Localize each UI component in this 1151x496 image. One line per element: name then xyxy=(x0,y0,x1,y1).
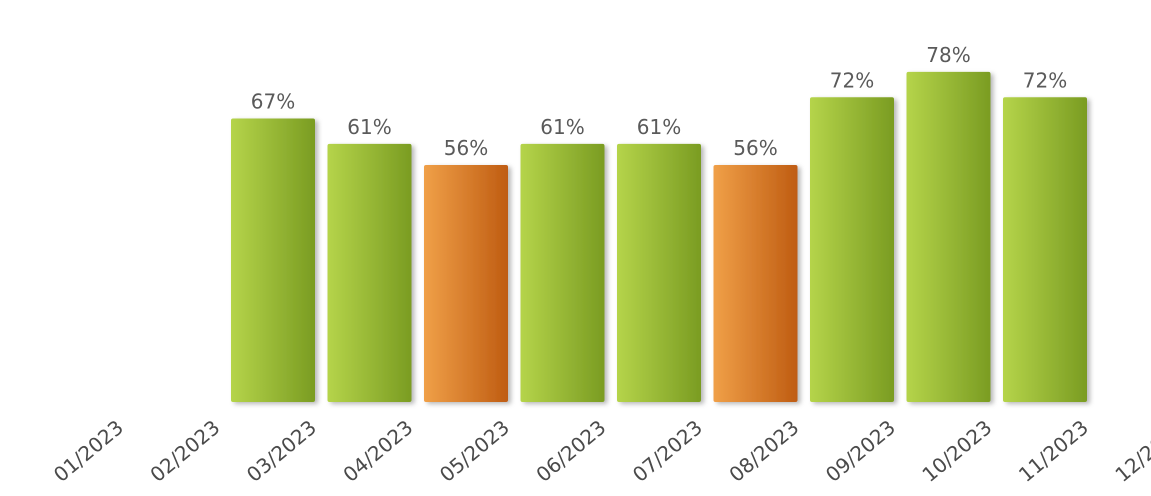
value-label-06-2023: 61% xyxy=(540,115,584,139)
value-labels-group: 67% 61% 56% 61% 61% 56% 72% 78% 72% xyxy=(251,43,1067,160)
value-label-11-2023: 72% xyxy=(1023,68,1067,92)
bar-06-2023 xyxy=(520,143,605,402)
value-label-05-2023: 56% xyxy=(444,136,488,160)
bar-08-2023 xyxy=(713,165,798,402)
value-label-07-2023: 61% xyxy=(637,115,681,139)
bar-10-2023 xyxy=(906,71,991,403)
bar-11-2023 xyxy=(1003,97,1087,403)
value-label-04-2023: 61% xyxy=(347,115,391,139)
value-label-03-2023: 67% xyxy=(251,90,295,114)
value-label-10-2023: 78% xyxy=(926,43,970,67)
x-tick-label-07-2023: 07/2023 xyxy=(628,415,707,487)
bars-group xyxy=(231,71,1087,403)
x-tick-label-03-2023: 03/2023 xyxy=(242,415,321,487)
value-label-09-2023: 72% xyxy=(830,68,874,92)
x-tick-label-02-2023: 02/2023 xyxy=(145,415,224,487)
bar-04-2023 xyxy=(327,143,412,402)
x-tick-label-11-2023: 11/2023 xyxy=(1014,415,1093,487)
x-tick-label-08-2023: 08/2023 xyxy=(724,415,803,487)
x-tick-labels-group: 01/2023 02/2023 03/2023 04/2023 05/2023 06/20… xyxy=(49,415,1151,487)
x-tick-label-04-2023: 04/2023 xyxy=(338,415,417,487)
x-tick-label-12-2023: 12/2023 xyxy=(1110,415,1151,487)
x-tick-label-09-2023: 09/2023 xyxy=(821,415,900,487)
bar-05-2023 xyxy=(424,165,508,402)
x-tick-label-06-2023: 06/2023 xyxy=(531,415,610,487)
x-tick-label-05-2023: 05/2023 xyxy=(435,415,514,487)
value-label-08-2023: 56% xyxy=(733,136,777,160)
x-tick-label-01-2023: 01/2023 xyxy=(49,415,128,487)
bar-07-2023 xyxy=(617,143,701,402)
bar-09-2023 xyxy=(810,97,894,403)
bar-03-2023 xyxy=(231,118,315,402)
x-tick-label-10-2023: 10/2023 xyxy=(917,415,996,487)
